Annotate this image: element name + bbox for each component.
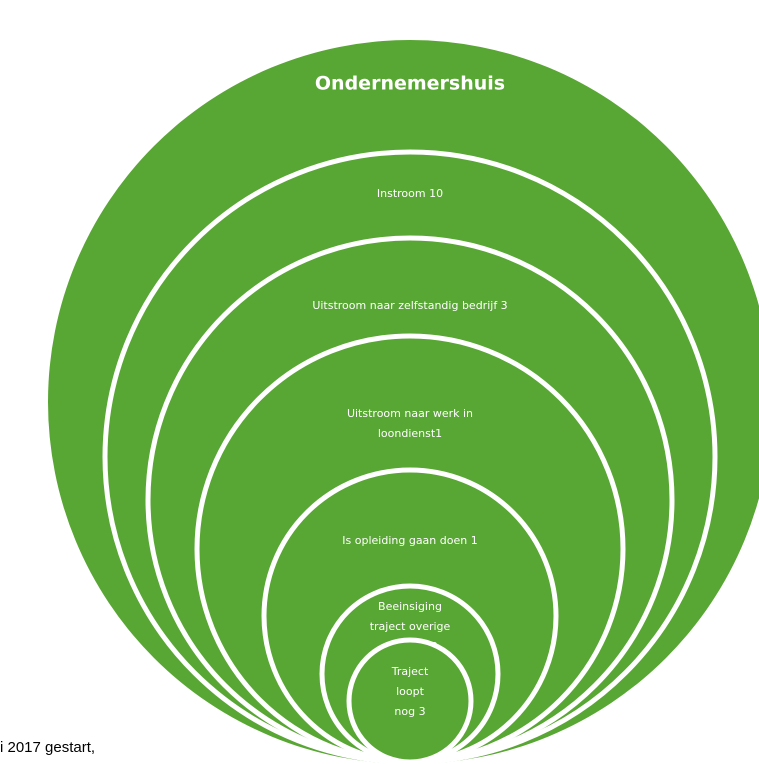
ring-label: Is opleiding gaan doen 1 xyxy=(342,534,477,547)
ring xyxy=(346,637,474,764)
ring-label: traject overige xyxy=(370,620,451,633)
ring-label: Instroom 10 xyxy=(377,187,443,200)
ring-label: nog 3 xyxy=(394,705,425,718)
ring-label: Beeinsiging xyxy=(378,600,442,613)
ring-label: loopt xyxy=(396,685,424,698)
ring-label: Uitstroom naar zelfstandig bedrijf 3 xyxy=(312,299,507,312)
ring-label: Traject xyxy=(391,665,429,678)
ring-label: Uitstroom naar werk in xyxy=(347,407,473,420)
title: Ondernemershuis xyxy=(315,73,505,95)
side-text: i 2017 gestart, xyxy=(0,739,96,756)
ring-label: loondienst1 xyxy=(378,427,442,440)
